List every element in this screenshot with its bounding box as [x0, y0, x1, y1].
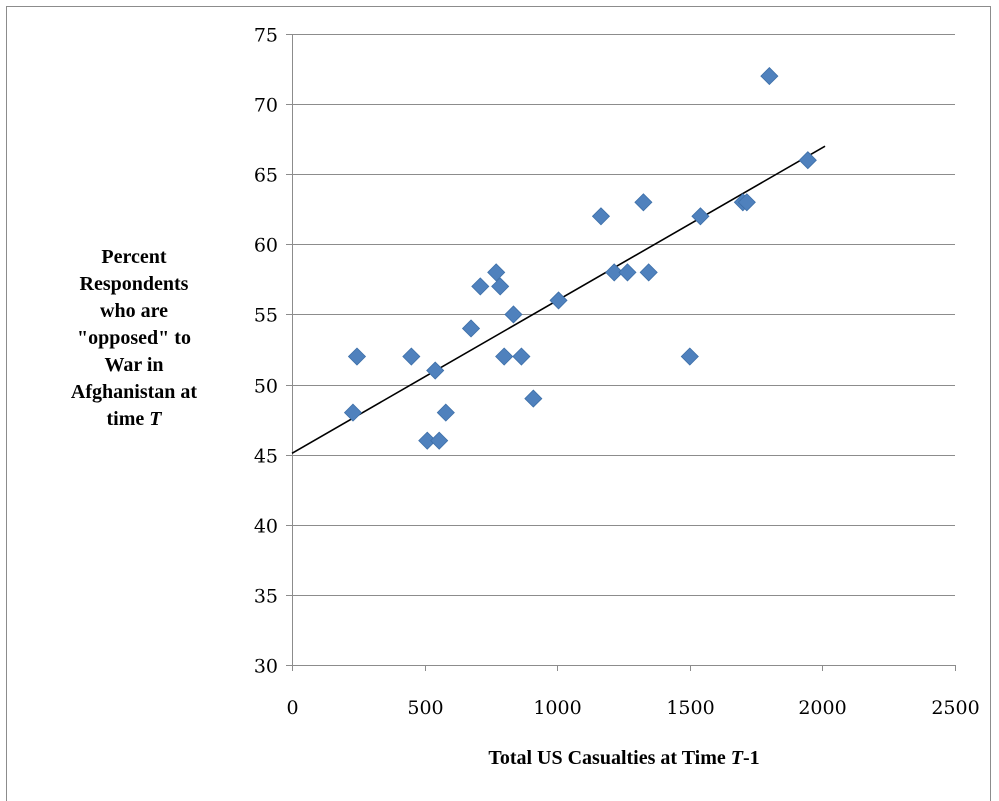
y-tick-label-70: 70 [254, 95, 278, 117]
label-part: Respondents [79, 273, 189, 295]
data-point-4 [426, 361, 445, 380]
data-point-2 [402, 347, 421, 366]
data-point-15 [549, 291, 568, 310]
data-point-9 [487, 263, 506, 282]
data-point-5 [430, 431, 449, 450]
label-part: Afghanistan at [70, 381, 198, 403]
data-point-6 [436, 403, 455, 422]
y-tick-label-50: 50 [254, 376, 278, 398]
data-point-7 [461, 319, 481, 338]
data-point-11 [495, 347, 514, 366]
gridlines [292, 34, 955, 596]
data-point-16 [591, 207, 611, 226]
data-point-26 [798, 151, 817, 170]
y-tick-label-55: 55 [254, 305, 278, 327]
data-point-19 [634, 193, 653, 212]
y-tick-label-60: 60 [254, 235, 278, 257]
data-point-24 [737, 193, 756, 212]
y-axis-label-line-2: who are [36, 298, 232, 325]
data-points [343, 67, 817, 450]
y-axis-label-line-1: Respondents [36, 271, 232, 298]
label-part: Percent [101, 246, 167, 268]
data-point-22 [691, 207, 710, 226]
y-tick-label-45: 45 [254, 446, 278, 468]
data-point-18 [618, 263, 637, 282]
label-part: time [106, 408, 150, 430]
data-point-25 [760, 67, 779, 86]
y-axis-label-line-5: Afghanistan at [36, 379, 232, 406]
label-part: who are [100, 300, 168, 322]
data-point-20 [639, 263, 658, 282]
x-axis-label: Total US Casualties at Time T-1 [292, 747, 956, 770]
y-tick-label-35: 35 [254, 586, 278, 608]
label-part: -1 [743, 747, 760, 769]
y-axis-label-line-3: "opposed" to [36, 325, 232, 352]
y-axis-label: Percent Respondents who are "opposed" to War… [36, 244, 232, 433]
label-part: War in [104, 354, 164, 376]
y-tick-label-30: 30 [254, 656, 278, 678]
data-point-1 [347, 347, 367, 366]
label-part: T [730, 747, 743, 769]
y-tick-label-65: 65 [254, 165, 278, 187]
x-tick-label-500: 500 [407, 697, 443, 719]
x-tick-label-1000: 1000 [533, 697, 581, 719]
y-axis-label-line-0: Percent [36, 244, 232, 271]
data-point-21 [680, 347, 699, 366]
data-point-8 [471, 277, 490, 296]
x-tick-label-1500: 1500 [666, 697, 714, 719]
y-tick-label-40: 40 [254, 516, 278, 538]
data-point-10 [491, 277, 510, 296]
label-part: T [149, 408, 162, 430]
data-point-0 [343, 403, 363, 422]
y-axis-label-line-4: War in [36, 352, 232, 379]
y-axis-label-line-6: time T [36, 406, 232, 433]
data-point-17 [605, 263, 624, 282]
y-tick-label-75: 75 [254, 25, 278, 47]
chart-frame [6, 6, 991, 801]
x-tick-label-2000: 2000 [798, 697, 846, 719]
axes [286, 34, 956, 671]
x-tick-label-0: 0 [286, 697, 298, 719]
x-tick-label-2500: 2500 [931, 697, 979, 719]
data-point-13 [512, 347, 531, 366]
data-point-12 [504, 305, 523, 324]
label-part: "opposed" to [77, 327, 191, 349]
label-part: Total US Casualties at Time [488, 747, 731, 769]
y-tick-labels: 30 35 40 45 50 55 60 65 70 75 [254, 25, 278, 678]
data-point-3 [418, 431, 437, 450]
x-tick-labels: 0 500 1000 1500 2000 2500 [286, 697, 979, 719]
data-point-14 [524, 389, 543, 408]
